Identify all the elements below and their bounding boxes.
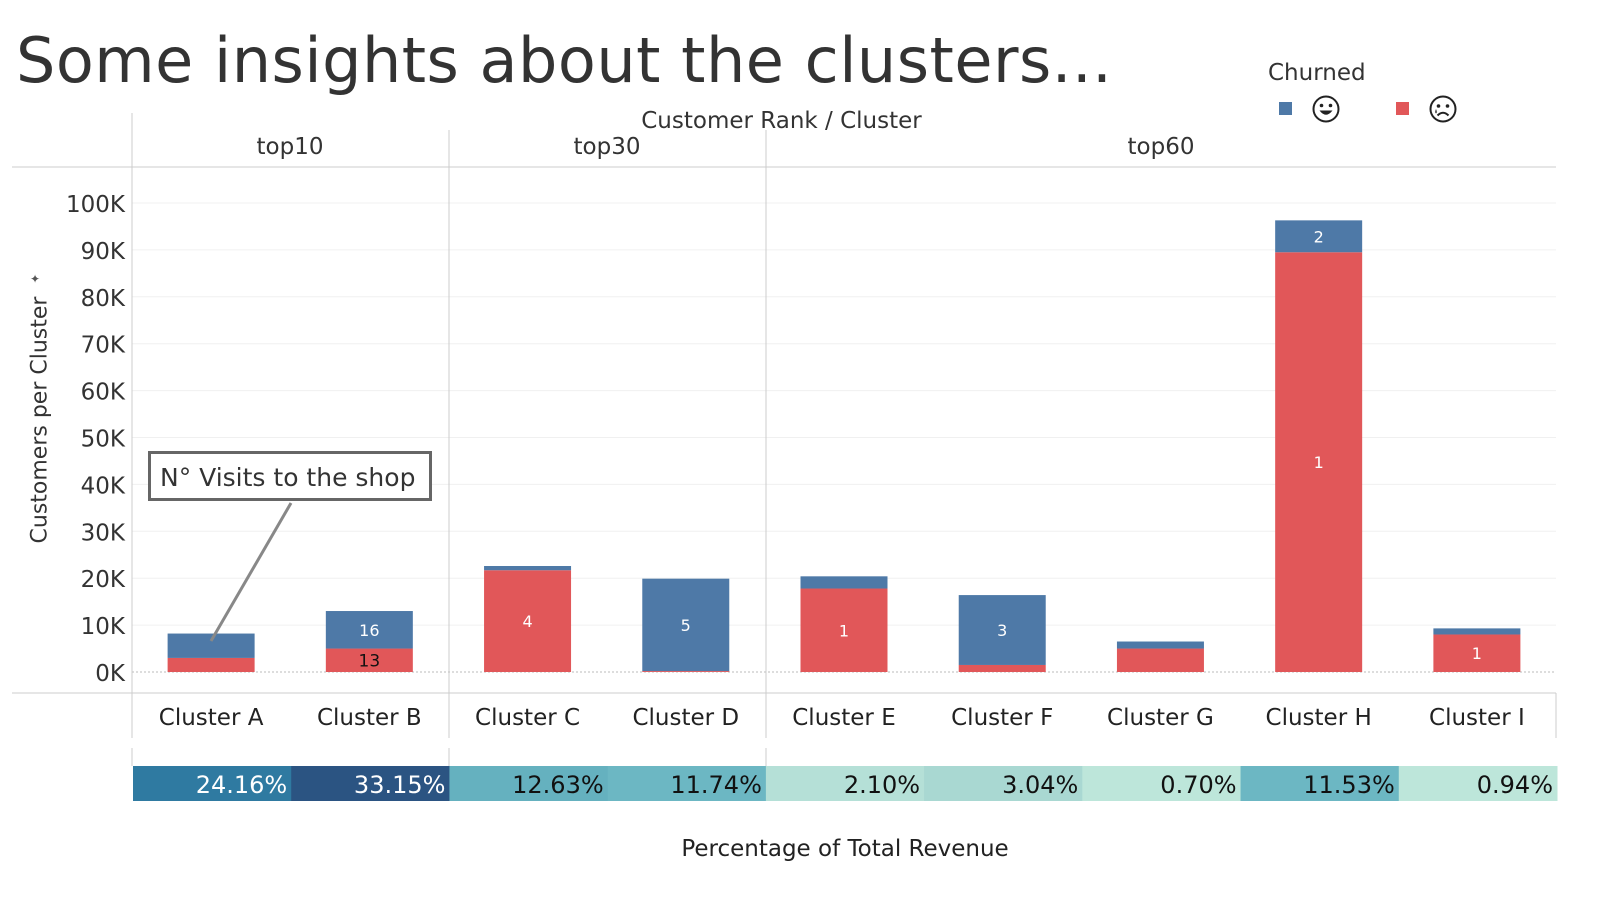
- bar-segment: [484, 570, 572, 672]
- bar-segment: [1116, 648, 1204, 672]
- y-tick-label: 0K: [95, 661, 126, 687]
- y-tick-label: 90K: [81, 239, 126, 265]
- bar-data-label: 3: [997, 621, 1007, 640]
- bar-segment: [958, 595, 1046, 665]
- revenue-percent-label: 12.63%: [512, 771, 604, 799]
- y-tick-label: 60K: [81, 380, 126, 406]
- y-tick-label: 50K: [81, 427, 126, 453]
- bar-segment: [642, 578, 730, 672]
- y-tick-label: 70K: [81, 333, 126, 359]
- bar-data-label: 13: [359, 651, 381, 671]
- x-category-label: Cluster B: [317, 705, 422, 731]
- bar-data-label: 1: [839, 621, 849, 640]
- revenue-percent-label: 0.70%: [1160, 771, 1236, 799]
- legend-item-churned[interactable]: [1396, 94, 1486, 128]
- bar-segment: [1433, 628, 1521, 635]
- revenue-cell: [1240, 766, 1400, 801]
- pane-label-top30: top30: [573, 134, 641, 160]
- x-axis-title: Percentage of Total Revenue: [681, 836, 1009, 862]
- revenue-cell: [449, 766, 609, 801]
- bar-segment: [167, 657, 255, 672]
- bar-data-label: 5: [681, 616, 691, 635]
- bar-segment: [325, 648, 413, 672]
- bar-segment: [1116, 641, 1204, 649]
- revenue-cell: [607, 766, 767, 801]
- x-category-label: Cluster D: [632, 705, 739, 731]
- bar-segment: [484, 566, 572, 571]
- y-tick-label: 80K: [81, 286, 126, 312]
- bar-segment: [325, 611, 413, 649]
- revenue-percent-label: 3.04%: [1002, 771, 1078, 799]
- bar-data-label: 1: [1314, 453, 1324, 472]
- revenue-cell: [1398, 766, 1558, 801]
- x-category-label: Cluster H: [1266, 705, 1372, 731]
- y-tick-label: 40K: [81, 473, 126, 499]
- bar-segment: [1275, 220, 1363, 253]
- bar-data-label: 2: [1314, 227, 1324, 246]
- annotation-pointer: [209, 502, 293, 642]
- bar-data-label: 4: [522, 612, 532, 631]
- revenue-percent-label: 24.16%: [196, 771, 288, 799]
- x-category-label: Cluster F: [951, 705, 1053, 731]
- bar-segment: [1433, 634, 1521, 672]
- legend-title: Churned: [1268, 60, 1366, 86]
- bar-data-label: 16: [359, 621, 379, 640]
- bar-segment: [1275, 252, 1363, 672]
- pane-label-top10: top10: [256, 134, 324, 160]
- revenue-percent-label: 11.74%: [670, 771, 762, 799]
- dashboard-title: Some insights about the clusters...: [16, 24, 1113, 97]
- legend-swatch-red: [1396, 102, 1409, 115]
- revenue-percent-label: 33.15%: [354, 771, 446, 799]
- happy-face-icon: [1312, 95, 1340, 123]
- sad-face-icon: [1429, 95, 1457, 123]
- legend-item-not-churned[interactable]: [1279, 94, 1369, 128]
- revenue-cell: [291, 766, 450, 801]
- revenue-cell: [924, 766, 1083, 801]
- bar-data-label: 1: [1472, 644, 1482, 663]
- revenue-cell: [765, 766, 925, 801]
- bar-segment: [642, 671, 730, 672]
- legend-swatch-blue: [1279, 102, 1292, 115]
- column-header-title: Customer Rank / Cluster: [641, 108, 922, 134]
- revenue-percent-label: 11.53%: [1303, 771, 1395, 799]
- bar-segment: [800, 588, 888, 672]
- x-category-label: Cluster I: [1429, 705, 1525, 731]
- y-tick-label: 10K: [81, 614, 126, 640]
- bar-segment: [167, 633, 255, 658]
- annotation-callout: N° Visits to the shop: [148, 451, 432, 501]
- x-category-label: Cluster C: [475, 705, 580, 731]
- bar-segment: [958, 664, 1046, 672]
- revenue-cell: [1082, 766, 1242, 801]
- revenue-percent-label: 2.10%: [844, 771, 920, 799]
- pin-icon: ✦: [30, 272, 41, 286]
- x-category-label: Cluster E: [792, 705, 895, 731]
- bar-segment: [800, 576, 888, 589]
- pane-label-top60: top60: [1127, 134, 1195, 160]
- y-tick-label: 30K: [81, 520, 126, 546]
- revenue-percent-label: 0.94%: [1477, 771, 1553, 799]
- x-category-label: Cluster G: [1107, 705, 1214, 731]
- y-tick-label: 20K: [81, 567, 126, 593]
- x-category-label: Cluster A: [159, 705, 264, 731]
- revenue-cell: [133, 766, 292, 801]
- y-tick-label: 100K: [66, 192, 126, 218]
